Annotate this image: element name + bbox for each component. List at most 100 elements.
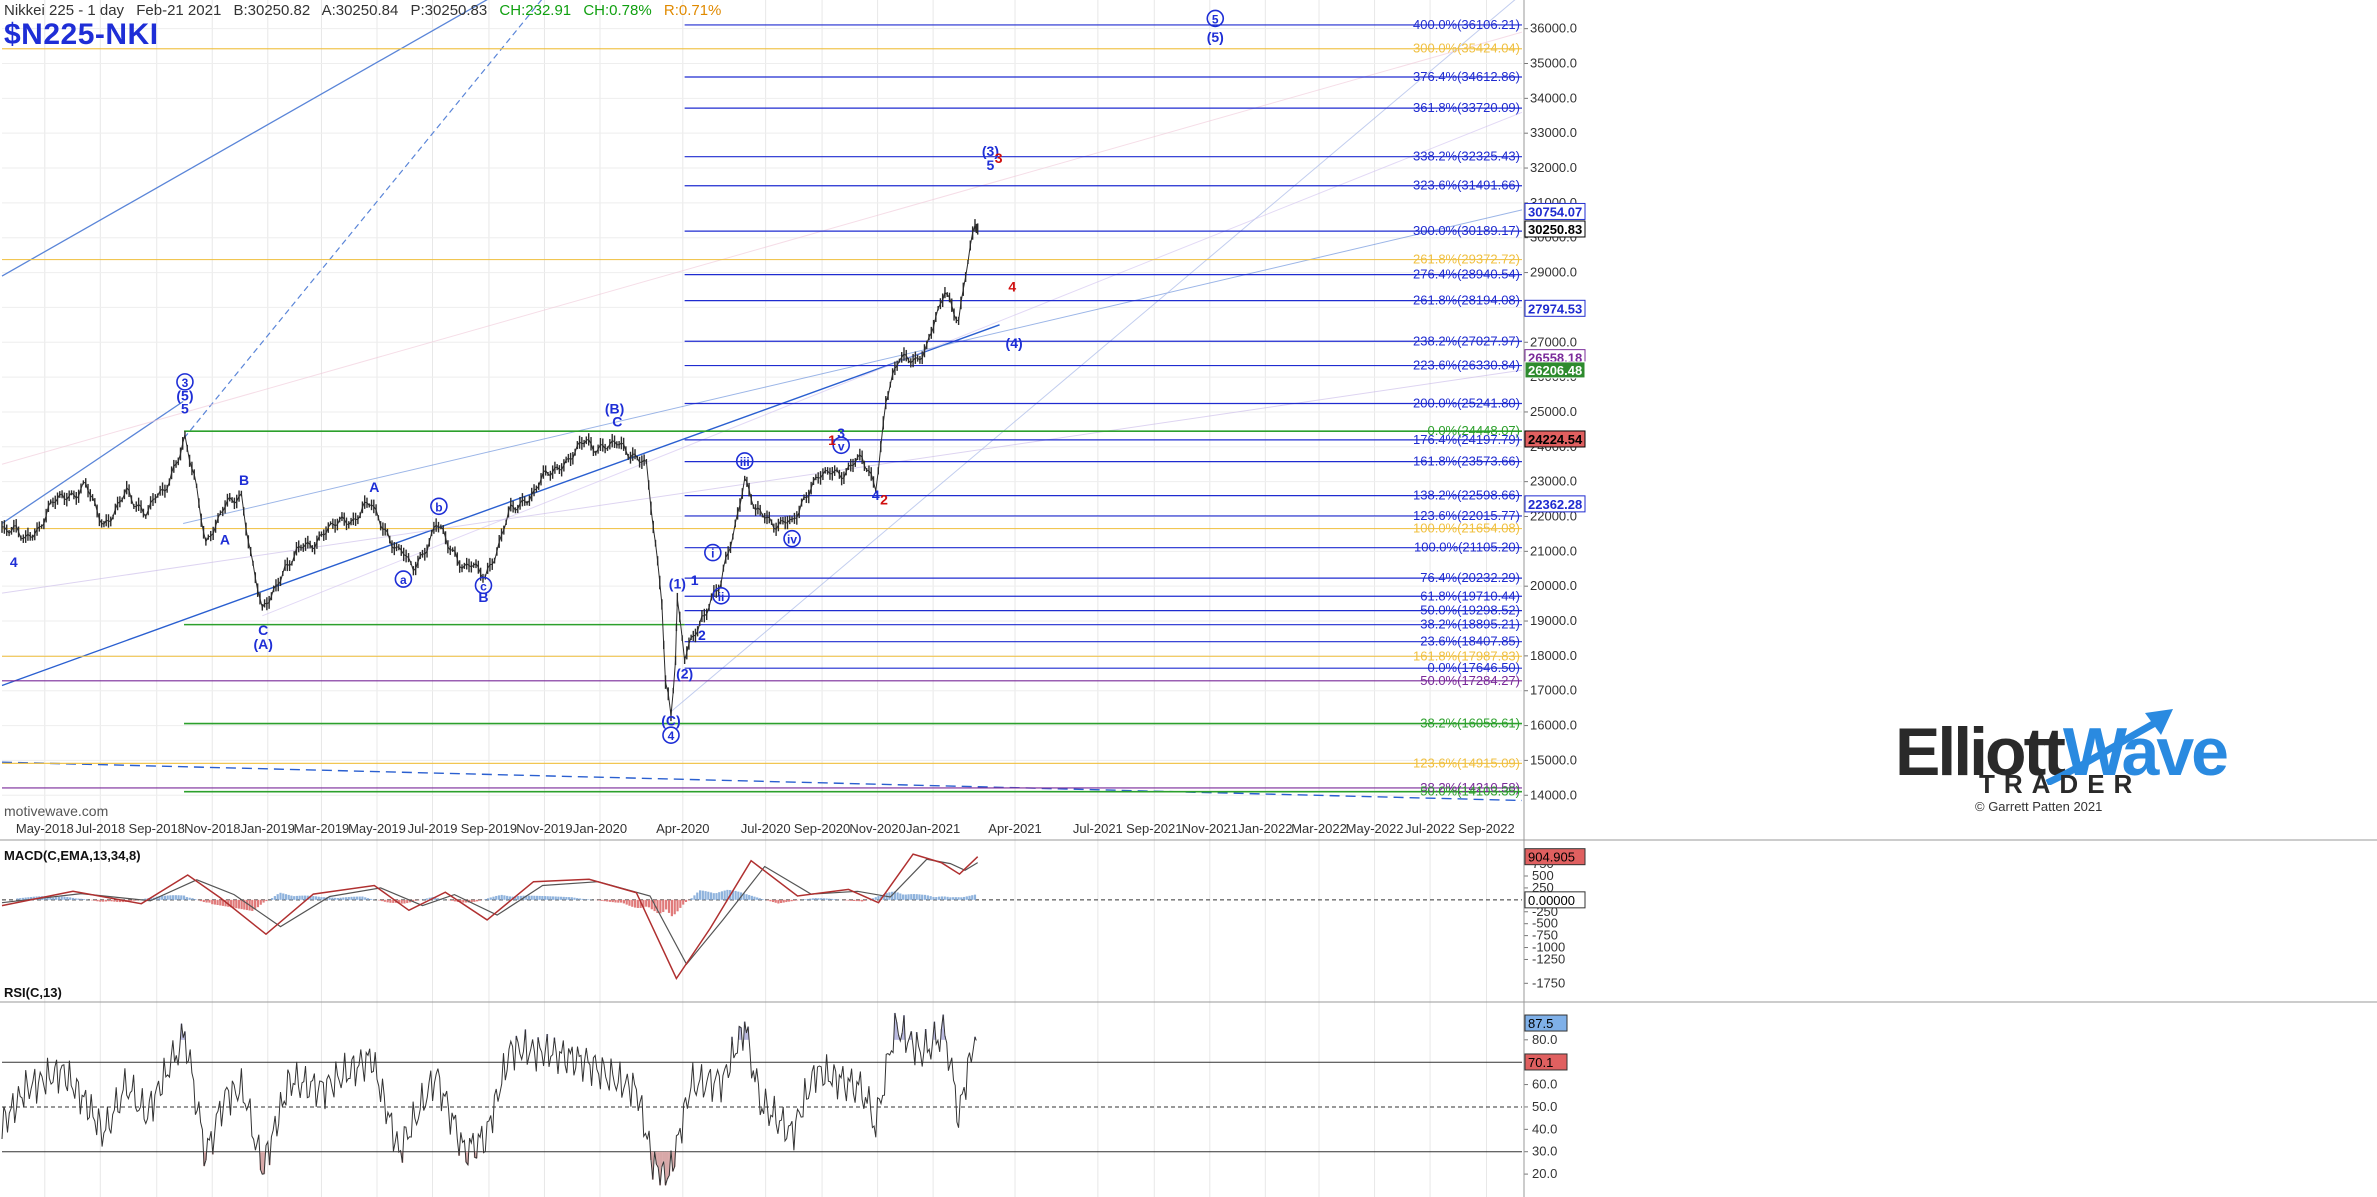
y-tick-label: 27000.0 [1530, 334, 1577, 349]
x-tick-label: Mar-2022 [1291, 821, 1347, 836]
fib-label: 123.6%(14915.09) [1413, 755, 1520, 770]
fib-label: 161.8%(23573.66) [1413, 454, 1520, 469]
x-tick-label: Sep-2018 [129, 821, 185, 836]
fib-label: 361.8%(33720.09) [1413, 100, 1520, 115]
rsi-tick-label: 60.0 [1532, 1077, 1557, 1092]
x-tick-label: Jan-2020 [573, 821, 627, 836]
fib-label: 300.0%(30189.17) [1413, 223, 1520, 238]
logo-elliott: Elliott [1895, 714, 2066, 790]
rsi-pane: 80.0 60.0 50.0 40.0 30.0 20.0 87.5 70.1 [1, 1012, 1568, 1186]
fib-label: 261.8%(28194.08) [1413, 293, 1520, 308]
fib-labels: 400.0%(36106.21) 300.0%(35424.04) 376.4%(3… [1413, 17, 1520, 799]
y-tick-label: 20000.0 [1530, 578, 1577, 593]
wave-label: b [435, 500, 442, 514]
rsi-line [1, 1012, 977, 1186]
rsi-tag-box [1524, 1053, 1568, 1071]
x-tick-label: Sep-2020 [794, 821, 850, 836]
price-tag-box [1524, 299, 1586, 317]
ask-value: A:30250.84 [321, 2, 399, 19]
wave-label: (B) [605, 400, 624, 416]
time-axis: May-2018 Jul-2018 Sep-2018 Nov-2018 Jan-2019… [16, 821, 1515, 836]
trendline-faint-4 [262, 111, 1523, 617]
macd-tick-label: -1750 [1532, 975, 1565, 990]
x-tick-label: Nov-2020 [849, 821, 905, 836]
fib-label: 261.8%(29372.72) [1413, 252, 1520, 267]
logo-trader: TRADER [1979, 769, 2142, 799]
x-tick-label: Nov-2019 [516, 821, 572, 836]
bar-date: Feb-21 2021 [136, 2, 222, 19]
price-tag: 27974.53 [1528, 301, 1582, 316]
trendline-faint-2 [1, 369, 1523, 594]
y-tick-label: 23000.0 [1530, 474, 1577, 489]
x-tick-label: Jan-2019 [241, 821, 295, 836]
y-tick-label: 25000.0 [1530, 404, 1577, 419]
last-price: P:30250.83 [410, 2, 488, 19]
x-tick-label: Nov-2018 [184, 821, 240, 836]
symbol-label: $N225-NKI [4, 18, 159, 51]
wave-label: i [711, 547, 714, 561]
change-pct: CH:0.78% [583, 2, 652, 19]
rsi-tick-label: 20.0 [1532, 1166, 1557, 1181]
wave-label: 4 [668, 729, 675, 743]
x-tick-label: Jul-2019 [408, 821, 458, 836]
wave-label: 5 [1212, 12, 1219, 26]
rsi-tag: 87.5 [1528, 1016, 1553, 1031]
wave-circle [394, 570, 413, 588]
wave-label: 5 [181, 401, 189, 417]
macd-tag: 0.00000 [1528, 893, 1575, 908]
fib-label: 200.0%(25241.80) [1413, 396, 1520, 411]
macd-pane: 750500250-250-500-750-1000-1250-1750904.… [1, 848, 1586, 990]
fib-label: 376.4%(34612.86) [1413, 69, 1520, 84]
rsi-title: RSI(C,13) [4, 985, 62, 1000]
trendline-mid [183, 209, 1523, 524]
wave-label: 1 [691, 572, 699, 588]
wave-circle [474, 576, 493, 595]
price-axis: 14000.0 15000.0 16000.0 17000.0 18000.0 19000… [1524, 21, 1577, 802]
fib-label: 323.6%(31491.66) [1413, 178, 1520, 193]
logo-arrow-icon [2045, 709, 2173, 785]
wave-circle [735, 452, 754, 470]
fib-label: 238.2%(27027.97) [1413, 333, 1520, 348]
bid-value: B:30250.82 [233, 2, 311, 19]
wave-label: (2) [676, 666, 693, 682]
fib-label: 50.0%(19298.52) [1420, 603, 1520, 618]
x-tick-label: May-2022 [1346, 821, 1404, 836]
macd-tag-box [1524, 891, 1586, 909]
fib-label: 50.0%(17284.27) [1420, 673, 1520, 688]
wave-label: iii [740, 455, 750, 469]
trendline-lower [1, 324, 1000, 687]
rsi-tick-label: 50.0 [1532, 1099, 1557, 1114]
rsi-tick-label: 80.0 [1532, 1032, 1557, 1047]
wave-circle [783, 529, 801, 548]
wave-circle [1206, 9, 1225, 28]
fib-label: 300.0%(35424.04) [1413, 41, 1520, 56]
macd-tick-label: 250 [1532, 880, 1554, 895]
trendline-faint-1 [670, 0, 1516, 713]
fib-label: 0.0%(17646.50) [1427, 660, 1520, 675]
wave-label: B [239, 472, 249, 488]
wave-label: (C) [661, 713, 680, 729]
trendline-dashed [183, 0, 543, 439]
wave-label: iv [787, 533, 797, 547]
fib-label: 38.2%(18895.21) [1420, 617, 1520, 632]
trendline-faint-3 [1, 31, 1523, 465]
price-tag: 26206.48 [1528, 363, 1582, 378]
fib-label: 400.0%(36106.21) [1413, 17, 1520, 32]
wave-labels: 43(5)5ABC(A)AabcB(B)C(1)(C)4(2)12iiiiiii… [10, 9, 1225, 745]
wave-label: (A) [254, 636, 273, 652]
y-tick-label: 15000.0 [1530, 752, 1577, 767]
x-tick-label: Jan-2021 [906, 821, 960, 836]
y-tick-label: 16000.0 [1530, 718, 1577, 733]
wave-label: (5) [1207, 29, 1224, 45]
trendline-base [1, 761, 1523, 802]
price-tag-box [1524, 202, 1586, 220]
fib-label: 76.4%(20232.29) [1420, 570, 1520, 585]
rsi-tick-label: 30.0 [1532, 1144, 1557, 1159]
fib-label: 161.8%(17987.83) [1413, 648, 1520, 663]
change-value: CH:232.91 [499, 2, 572, 19]
fib-label: 223.6%(26330.84) [1413, 358, 1520, 373]
wave-label: v [838, 439, 845, 453]
y-tick-label: 21000.0 [1530, 543, 1577, 558]
